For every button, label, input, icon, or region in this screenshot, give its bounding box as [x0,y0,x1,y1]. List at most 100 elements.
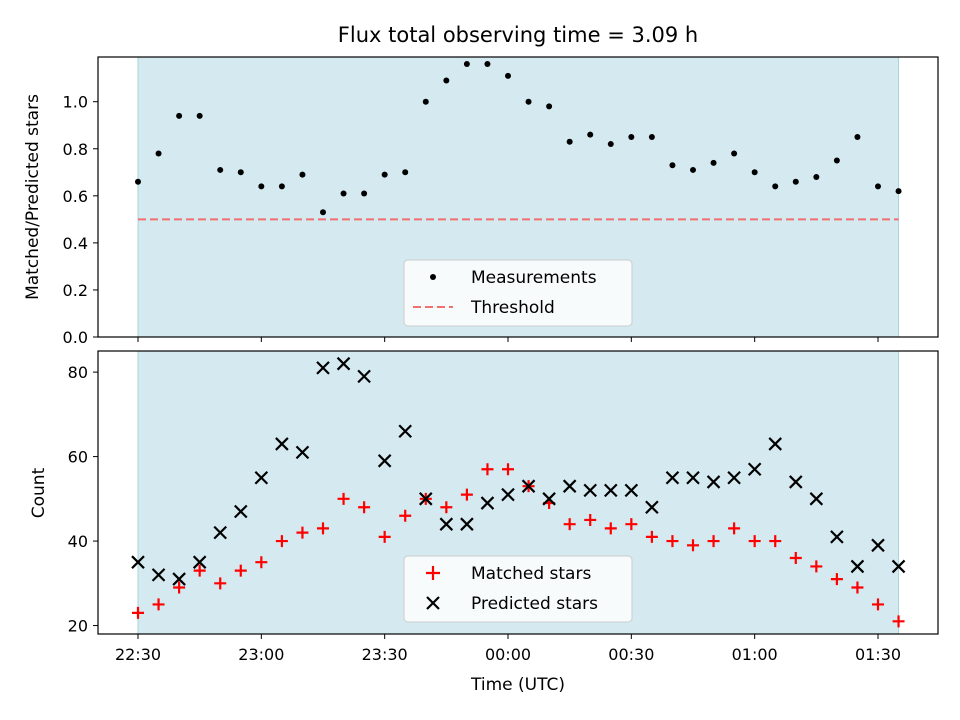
measurement-point [278,183,285,190]
matched-star-point [769,535,782,548]
predicted-star-point [583,483,597,498]
matched-star-point [399,509,412,522]
measurement-point [895,188,902,195]
predicted-star-point [172,572,186,586]
measurement-point [463,61,470,68]
top-y-axis-ticks: 0.0 0.2 0.4 0.6 0.8 1.0 [63,93,98,347]
measurement-point [587,131,594,138]
x-tick-label: 23:00 [238,645,284,664]
measurement-point [648,134,655,140]
predicted-star-point [871,538,885,553]
bottom-y-axis-label: Count [29,467,49,518]
predicted-star-point [419,492,433,506]
top-y-tick-label: 0.6 [63,187,88,206]
measurement-point [402,169,409,176]
x-tick-label: 00:30 [608,645,654,664]
predicted-star-point [604,483,618,498]
measurement-point [813,174,820,180]
top-panel-frame [97,56,939,338]
bottom-y-axis-ticks: 20 40 60 80 [68,363,98,636]
measurement-point [505,72,511,79]
measurement-point [155,150,162,157]
predicted-star-point [665,470,680,485]
measurement-point [258,183,265,190]
predicted-star-point [336,356,351,371]
matched-star-point [152,598,165,611]
predicted-star-point [727,470,741,485]
matched-stars-legend-label: Matched stars [471,564,591,584]
matched-star-point [460,488,473,501]
predicted-star-point [789,475,803,489]
matched-star-point [851,581,864,594]
predicted-stars-legend-label: Predicted stars [471,594,598,614]
predicted-star-point [830,530,844,544]
predicted-star-point [891,559,906,574]
predicted-star-point [213,525,227,540]
matched-stars-series [132,463,905,628]
threshold-legend-label: Threshold [470,298,555,318]
matched-star-point [810,560,823,573]
matched-star-point [173,581,186,594]
matched-star-point [234,564,247,577]
measurement-point [731,150,738,157]
top-y-tick-label: 0.2 [63,281,88,300]
predicted-star-point [480,496,495,510]
predicted-star-point [295,445,310,460]
top-legend-box [403,259,633,327]
measurement-point [792,178,799,185]
predicted-star-point [275,437,289,451]
x-tick-label: 01:00 [732,645,778,664]
predicted-star-point [624,483,639,498]
matched-star-point [563,518,576,531]
measurements-legend-marker [430,274,436,280]
matched-star-point [481,463,494,476]
x-tick-label: 00:00 [485,645,531,664]
matched-stars-legend-marker [426,566,440,580]
measurement-point [772,183,779,190]
measurement-point [340,190,347,197]
matched-star-point [748,535,761,548]
matched-star-point [255,556,268,569]
predicted-star-point [254,470,269,485]
matched-star-point [625,518,638,531]
measurement-point [546,103,553,110]
predicted-stars-series [131,356,906,586]
chart-title: Flux total observing time = 3.09 h [338,23,698,47]
measurement-point [669,162,676,169]
predicted-star-point [377,454,392,468]
bottom-y-tick-label: 80 [68,363,88,382]
matched-star-point [132,606,144,619]
measurement-point [237,169,244,176]
matched-star-point [707,535,720,548]
matched-star-point [666,535,679,548]
predicted-star-point [686,470,700,485]
matched-star-point [337,492,350,505]
top-y-tick-label: 0.8 [63,140,88,159]
matched-star-point [275,535,288,548]
predicted-star-point [439,517,454,531]
measurement-point [176,112,183,119]
matched-star-point [789,551,802,564]
bottom-x-axis-ticks: 22:30 23:00 23:30 00:00 00:30 01:00 01:30 [115,634,901,664]
measurement-point [135,178,141,185]
predicted-star-point [192,555,207,569]
matched-star-point [830,573,843,586]
measurement-point [525,98,532,105]
matched-star-point [358,501,371,514]
matched-star-point [687,539,699,552]
measurement-point [381,171,388,178]
top-y-tick-label: 1.0 [63,93,88,112]
top-legend: Measurements Threshold [403,259,633,327]
measurement-point [710,159,717,166]
bottom-panel-frame [97,350,939,635]
top-panel: 0.0 0.2 0.4 0.6 0.8 1.0 Flux total observing … [23,23,939,347]
predicted-star-point [768,437,782,451]
measurement-point [854,134,861,140]
predicted-star-point [521,479,536,493]
top-x-axis-ticks [137,337,879,342]
predicted-star-point [542,492,556,506]
predicted-star-point [645,500,659,515]
predicted-stars-legend-marker [426,596,440,610]
predicted-star-point [131,555,145,569]
bottom-y-tick-label: 20 [68,617,88,636]
